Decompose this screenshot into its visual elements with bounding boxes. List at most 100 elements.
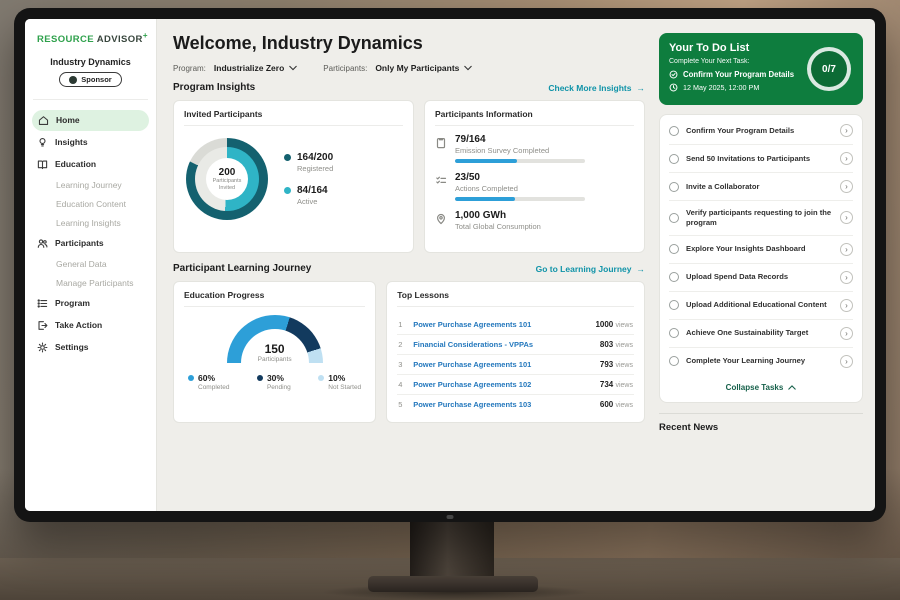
sidebar-item-learning-journey[interactable]: Learning Journey — [56, 179, 122, 190]
task-chevron-icon[interactable]: › — [840, 326, 853, 340]
card-title: Education Progress — [184, 290, 366, 307]
people-icon — [37, 238, 48, 249]
chevron-up-icon — [788, 384, 797, 390]
sidebar-item-home[interactable]: Home — [32, 109, 149, 131]
active-dot — [284, 187, 291, 194]
list-icon — [37, 298, 48, 309]
task-row[interactable]: Explore Your Insights Dashboard › — [669, 236, 853, 264]
sidebar-item-learning-insights[interactable]: Learning Insights — [56, 217, 121, 228]
invited-legend: 164/200 Registered 84/164 Active — [284, 152, 333, 206]
sidebar-item-label: Home — [56, 115, 80, 126]
location-pin-icon — [435, 212, 447, 225]
task-row[interactable]: Send 50 Invitations to Participants › — [669, 145, 853, 173]
arrow-right-icon: → — [636, 263, 646, 274]
next-task-time: 12 May 2025, 12:00 PM — [683, 83, 760, 92]
next-task-label: Confirm Your Program Details — [683, 70, 795, 79]
participants-information-card: Participants Information 79/164 Emission… — [423, 100, 645, 253]
task-row[interactable]: Verify participants requesting to join t… — [669, 201, 853, 236]
sidebar-item-label: Settings — [55, 342, 89, 353]
stat-emission-survey: 79/164 Emission Survey Completed — [435, 134, 634, 163]
check-circle-icon — [669, 70, 678, 79]
sidebar-divider — [33, 98, 148, 100]
lightbulb-icon — [37, 137, 48, 148]
todo-column: Your To Do List Complete Your Next Task:… — [657, 19, 875, 511]
lesson-link[interactable]: Power Purchase Agreements 101 — [413, 360, 532, 369]
task-chevron-icon[interactable]: › — [840, 242, 853, 256]
task-checkbox[interactable] — [669, 212, 679, 223]
task-checkbox[interactable] — [669, 328, 679, 339]
todo-progress-ring: 0/7 — [807, 47, 851, 91]
invited-participants-card: Invited Participants 200 Participants In… — [173, 100, 414, 253]
stat-actions-completed: 23/50 Actions Completed — [435, 172, 634, 201]
sponsor-badge[interactable]: Sponsor — [59, 72, 122, 88]
task-checkbox[interactable] — [669, 153, 679, 164]
sidebar-item-general-data[interactable]: General Data — [56, 258, 107, 269]
legend-item-not-started: 10% Not Started — [318, 373, 361, 391]
task-row[interactable]: Upload Additional Educational Content › — [669, 292, 853, 320]
program-insights-header: Program Insights Check More Insights → — [173, 82, 645, 93]
task-chevron-icon[interactable]: › — [840, 124, 853, 137]
journey-cards-row: Education Progress 150 Participants — [173, 281, 645, 423]
task-checkbox[interactable] — [669, 125, 679, 136]
task-row[interactable]: Invite a Collaborator › — [669, 173, 853, 201]
sidebar-item-label: Insights — [55, 137, 88, 148]
sidebar-item-settings[interactable]: Settings — [25, 337, 156, 358]
todo-subtitle: Complete Your Next Task: — [669, 58, 750, 65]
registered-dot — [284, 154, 291, 161]
education-progress-card: Education Progress 150 Participants — [173, 281, 377, 423]
program-filter-label: Program: — [173, 63, 206, 73]
sidebar-item-insights[interactable]: Insights — [25, 132, 156, 153]
participants-select[interactable]: Only My Participants — [375, 63, 473, 73]
arrow-right-icon: → — [636, 82, 646, 93]
lesson-link[interactable]: Financial Considerations - VPPAs — [413, 340, 534, 349]
legend-item-active: 84/164 Active — [284, 185, 333, 206]
lesson-link[interactable]: Power Purchase Agreements 102 — [413, 380, 532, 389]
sidebar-item-program[interactable]: Program — [25, 293, 156, 314]
task-row[interactable]: Confirm Your Program Details › — [669, 117, 853, 145]
todo-hero-card: Your To Do List Complete Your Next Task:… — [659, 33, 863, 105]
sidebar-item-label: Take Action — [55, 320, 103, 331]
monitor-stand-neck — [410, 518, 494, 582]
participants-select-value: Only My Participants — [375, 63, 460, 73]
sidebar-item-participants[interactable]: Participants — [25, 233, 156, 254]
task-chevron-icon[interactable]: › — [840, 270, 853, 284]
task-row[interactable]: Upload Spend Data Records › — [669, 264, 853, 292]
program-select[interactable]: Industrialize Zero — [214, 63, 298, 73]
lesson-link[interactable]: Power Purchase Agreements 101 — [413, 320, 532, 329]
lesson-row: 4 Power Purchase Agreements 102 734 view… — [397, 375, 634, 395]
task-chevron-icon[interactable]: › — [840, 354, 853, 368]
task-checkbox[interactable] — [669, 181, 679, 192]
task-chevron-icon[interactable]: › — [840, 152, 853, 165]
donut-center-value: 200 — [218, 166, 236, 178]
task-row[interactable]: Achieve One Sustainability Target › — [669, 320, 853, 348]
lesson-row: 3 Power Purchase Agreements 101 793 view… — [397, 355, 634, 375]
book-icon — [37, 159, 48, 170]
go-to-learning-journey-link[interactable]: Go to Learning Journey → — [535, 263, 646, 274]
sidebar-item-manage-participants[interactable]: Manage Participants — [56, 277, 134, 288]
collapse-tasks-button[interactable]: Collapse Tasks — [669, 375, 853, 400]
monitor-stand-base — [368, 576, 538, 592]
legend-item-pending: 30% Pending — [256, 373, 291, 391]
sidebar-item-education[interactable]: Education — [25, 154, 156, 175]
pending-dot — [256, 375, 263, 381]
top-lessons-card: Top Lessons 1 Power Purchase Agreements … — [386, 281, 645, 423]
task-checkbox[interactable] — [669, 272, 679, 283]
task-row[interactable]: Complete Your Learning Journey › — [669, 348, 853, 375]
lesson-link[interactable]: Power Purchase Agreements 103 — [413, 400, 532, 409]
sidebar-item-label: Education — [55, 159, 97, 170]
task-chevron-icon[interactable]: › — [840, 180, 853, 193]
check-more-insights-link[interactable]: Check More Insights → — [548, 82, 646, 93]
task-checkbox[interactable] — [669, 300, 679, 311]
logo-plus: + — [142, 31, 148, 40]
task-checkbox[interactable] — [669, 244, 679, 255]
completed-dot — [188, 375, 194, 381]
section-title: Participant Learning Journey — [173, 263, 312, 274]
checklist-icon — [435, 174, 447, 186]
task-chevron-icon[interactable]: › — [840, 298, 853, 312]
sidebar-item-take-action[interactable]: Take Action — [25, 315, 156, 336]
main-content: Welcome, Industry Dynamics Program: Indu… — [157, 19, 657, 511]
sidebar-item-education-content[interactable]: Education Content — [56, 198, 126, 209]
task-chevron-icon[interactable]: › — [840, 211, 853, 225]
task-checkbox[interactable] — [669, 356, 679, 367]
survey-clipboard-icon — [435, 136, 447, 149]
